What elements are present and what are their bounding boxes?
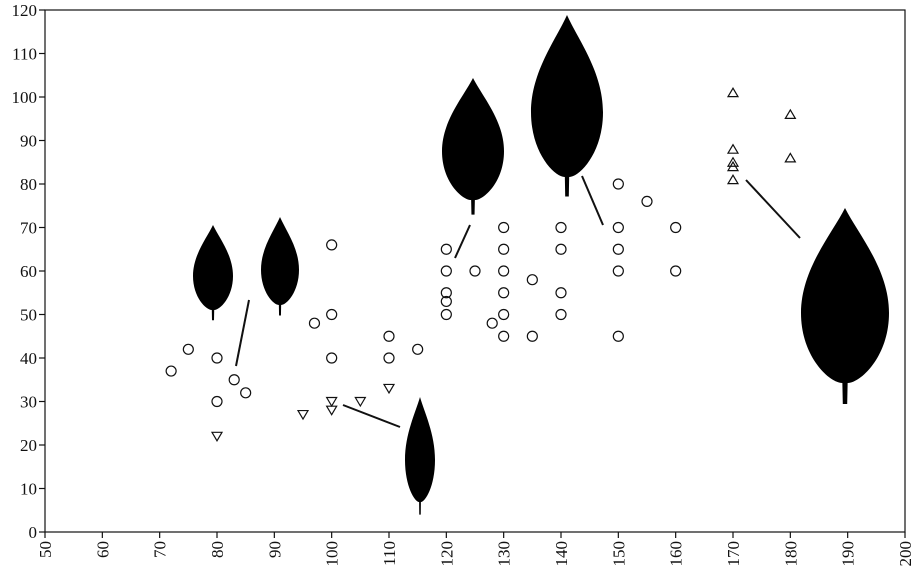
y-tick-label: 30 (20, 393, 37, 412)
data-point (210, 431, 224, 442)
leaf (442, 78, 504, 215)
data-point (555, 287, 567, 299)
data-point (784, 152, 797, 163)
data-point (412, 343, 424, 355)
y-tick-label: 70 (20, 219, 37, 238)
data-point (670, 221, 682, 234)
data-point (498, 287, 510, 299)
data-point (440, 265, 452, 277)
data-point (498, 330, 510, 342)
data-point (296, 409, 310, 421)
data-point (440, 287, 452, 299)
x-tick-label: 130 (495, 541, 514, 567)
data-point (383, 330, 395, 342)
x-tick-label: 190 (839, 541, 858, 567)
data-point (555, 243, 567, 255)
data-point (308, 317, 321, 329)
x-tick-label: 90 (265, 541, 284, 558)
x-tick-label: 170 (724, 541, 743, 567)
leaf (261, 217, 299, 316)
data-point (228, 374, 240, 386)
data-point (326, 239, 338, 251)
x-tick-label: 80 (208, 541, 227, 558)
data-point (612, 265, 624, 277)
y-tick-label: 0 (29, 523, 38, 542)
data-point (526, 274, 538, 286)
data-point (440, 243, 452, 255)
x-tick-label: 180 (781, 541, 800, 567)
y-tick-label: 80 (20, 175, 37, 194)
data-point (726, 86, 740, 98)
x-tick-label: 60 (93, 541, 112, 558)
y-tick-label: 90 (20, 132, 37, 151)
data-point (498, 308, 510, 321)
data-point (726, 173, 740, 185)
x-tick-label: 100 (323, 541, 342, 567)
data-point (670, 265, 682, 277)
data-point (440, 308, 452, 321)
x-tick-label: 70 (151, 541, 170, 558)
leaf (193, 225, 233, 321)
connector (454, 224, 471, 259)
leaf (531, 15, 603, 197)
connector (342, 404, 401, 428)
data-point (726, 156, 740, 167)
data-point (211, 352, 223, 364)
leaf-connectors (235, 175, 801, 428)
connector (581, 175, 604, 226)
data-point (555, 221, 567, 234)
x-tick-label: 50 (36, 541, 55, 558)
connector (745, 179, 801, 239)
data-point (641, 195, 653, 207)
connector (235, 299, 250, 367)
x-tick-label: 150 (609, 541, 628, 567)
data-point (469, 265, 481, 277)
data-point (526, 330, 538, 342)
data-point (325, 405, 338, 416)
data-point (240, 387, 252, 399)
leaf (801, 208, 889, 404)
x-tick-label: 110 (380, 541, 399, 566)
data-point (555, 308, 567, 321)
y-tick-label: 40 (20, 349, 37, 368)
y-tick-label: 50 (20, 306, 37, 325)
x-tick-label: 120 (437, 541, 456, 567)
y-tick-label: 110 (12, 45, 37, 64)
y-tick-label: 20 (20, 436, 37, 455)
data-point (325, 396, 338, 408)
x-tick-label: 140 (552, 541, 571, 567)
x-tick-label: 160 (667, 541, 686, 567)
data-point (726, 160, 740, 172)
y-tick-label: 100 (12, 88, 38, 107)
leaf-illustrations (193, 15, 889, 515)
data-point (326, 308, 338, 321)
data-point (498, 265, 510, 277)
data-point (383, 352, 395, 364)
data-point (165, 365, 177, 377)
data-point (498, 221, 510, 234)
data-point (182, 343, 194, 355)
leaf (405, 397, 435, 515)
data-point (612, 243, 624, 255)
data-point (726, 143, 740, 154)
data-point (784, 108, 797, 119)
x-tick-label: 200 (896, 541, 915, 567)
y-tick-label: 10 (20, 480, 37, 499)
data-point (486, 317, 498, 329)
y-tick-label: 120 (12, 1, 38, 20)
data-point (440, 295, 452, 308)
data-point (498, 243, 510, 255)
data-point (612, 178, 624, 190)
data-point (612, 330, 624, 342)
data-point (354, 396, 367, 408)
data-point (211, 395, 223, 408)
data-point (326, 352, 338, 364)
data-point (382, 383, 396, 395)
y-tick-label: 60 (20, 262, 37, 281)
data-point (612, 221, 624, 234)
